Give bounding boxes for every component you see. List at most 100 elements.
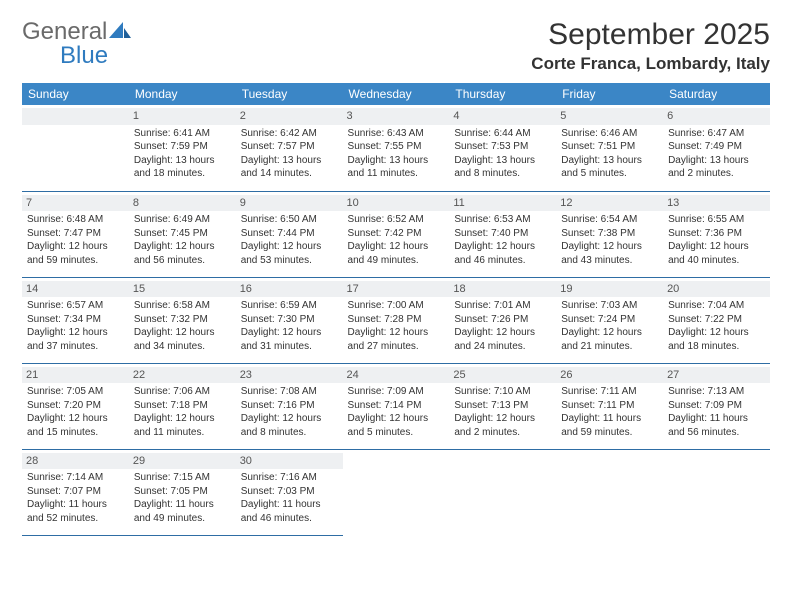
day-info: Sunrise: 7:08 AMSunset: 7:16 PMDaylight:… [241, 385, 338, 439]
day-info-line: Daylight: 12 hours and 46 minutes. [454, 240, 551, 267]
day-info-line: Sunset: 7:40 PM [454, 227, 551, 241]
day-info-line: Daylight: 11 hours and 56 minutes. [668, 412, 765, 439]
day-info: Sunrise: 6:49 AMSunset: 7:45 PMDaylight:… [134, 213, 231, 267]
day-info-line: Daylight: 12 hours and 15 minutes. [27, 412, 124, 439]
day-info-line: Daylight: 12 hours and 8 minutes. [241, 412, 338, 439]
day-number [449, 453, 556, 470]
day-info-line: Sunset: 7:16 PM [241, 399, 338, 413]
day-info-line: Sunrise: 6:52 AM [348, 213, 445, 227]
page-subtitle: Corte Franca, Lombardy, Italy [531, 54, 770, 74]
day-number: 11 [449, 195, 556, 212]
day-number: 23 [236, 367, 343, 384]
calendar-day-cell [556, 449, 663, 535]
day-number: 3 [343, 108, 450, 125]
calendar-week-row: 1 Sunrise: 6:41 AMSunset: 7:59 PM Daylight… [22, 105, 770, 191]
day-info-line: Sunset: 7:44 PM [241, 227, 338, 241]
weekday-header: Sunday [22, 83, 129, 105]
day-info-line: Sunrise: 7:14 AM [27, 471, 124, 485]
day-number: 6 [663, 108, 770, 125]
day-info-line: Sunset: 7:18 PM [134, 399, 231, 413]
day-info-line: Sunrise: 6:53 AM [454, 213, 551, 227]
calendar-day-cell: 11Sunrise: 6:53 AMSunset: 7:40 PMDayligh… [449, 191, 556, 277]
day-info-line: Sunrise: 6:41 AM [134, 127, 231, 141]
day-number: 14 [22, 281, 129, 298]
day-info-line: Sunrise: 7:09 AM [348, 385, 445, 399]
day-info: Sunrise: 6:58 AMSunset: 7:32 PMDaylight:… [134, 299, 231, 353]
day-info: Sunrise: 7:13 AMSunset: 7:09 PMDaylight:… [668, 385, 765, 439]
day-info-line: Sunset: 7:13 PM [454, 399, 551, 413]
calendar-week-row: 21Sunrise: 7:05 AMSunset: 7:20 PMDayligh… [22, 363, 770, 449]
day-info-line: Daylight: 12 hours and 2 minutes. [454, 412, 551, 439]
day-info-line: Daylight: 12 hours and 59 minutes. [27, 240, 124, 267]
day-info-line: Sunset: 7:59 PM [134, 140, 231, 154]
day-info-line: Sunrise: 7:16 AM [241, 471, 338, 485]
title-block: September 2025 Corte Franca, Lombardy, I… [531, 18, 770, 74]
day-info-line: Daylight: 12 hours and 37 minutes. [27, 326, 124, 353]
day-info-line: Sunset: 7:22 PM [668, 313, 765, 327]
brand-line1: General [22, 18, 107, 45]
day-info-line: Daylight: 13 hours and 8 minutes. [454, 154, 551, 181]
day-info-line: Daylight: 12 hours and 11 minutes. [134, 412, 231, 439]
day-info: Sunrise: 6:52 AMSunset: 7:42 PMDaylight:… [348, 213, 445, 267]
day-info-line: Daylight: 13 hours and 14 minutes. [241, 154, 338, 181]
calendar-day-cell: 3 Sunrise: 6:43 AMSunset: 7:55 PMDaylight… [343, 105, 450, 191]
day-info-line: Sunrise: 6:59 AM [241, 299, 338, 313]
day-number: 1 [129, 108, 236, 125]
day-info-line: Sunset: 7:47 PM [27, 227, 124, 241]
day-info: Sunrise: 7:10 AMSunset: 7:13 PMDaylight:… [454, 385, 551, 439]
calendar-day-cell: 20Sunrise: 7:04 AMSunset: 7:22 PMDayligh… [663, 277, 770, 363]
day-number: 2 [236, 108, 343, 125]
day-info: Sunrise: 6:53 AMSunset: 7:40 PMDaylight:… [454, 213, 551, 267]
day-number [556, 453, 663, 470]
day-info: Sunrise: 6:43 AMSunset: 7:55 PMDaylight:… [348, 127, 445, 181]
day-info-line: Sunset: 7:32 PM [134, 313, 231, 327]
calendar-day-cell [449, 449, 556, 535]
day-info-line: Sunset: 7:05 PM [134, 485, 231, 499]
day-info-line: Sunset: 7:55 PM [348, 140, 445, 154]
calendar-day-cell [22, 105, 129, 191]
day-info-line: Sunrise: 7:01 AM [454, 299, 551, 313]
calendar-day-cell: 23Sunrise: 7:08 AMSunset: 7:16 PMDayligh… [236, 363, 343, 449]
calendar-day-cell: 26Sunrise: 7:11 AMSunset: 7:11 PMDayligh… [556, 363, 663, 449]
day-number: 22 [129, 367, 236, 384]
calendar-day-cell: 29Sunrise: 7:15 AMSunset: 7:05 PMDayligh… [129, 449, 236, 535]
day-info-line: Sunrise: 7:05 AM [27, 385, 124, 399]
day-number: 4 [449, 108, 556, 125]
day-number: 18 [449, 281, 556, 298]
day-info-line: Sunset: 7:34 PM [27, 313, 124, 327]
page-title: September 2025 [531, 18, 770, 52]
calendar-day-cell: 22Sunrise: 7:06 AMSunset: 7:18 PMDayligh… [129, 363, 236, 449]
day-info-line: Daylight: 11 hours and 46 minutes. [241, 498, 338, 525]
day-info-line: Daylight: 12 hours and 53 minutes. [241, 240, 338, 267]
day-info-line: Daylight: 12 hours and 34 minutes. [134, 326, 231, 353]
calendar-day-cell: 9Sunrise: 6:50 AMSunset: 7:44 PMDaylight… [236, 191, 343, 277]
day-number: 19 [556, 281, 663, 298]
day-info-line: Daylight: 12 hours and 5 minutes. [348, 412, 445, 439]
day-info-line: Sunset: 7:09 PM [668, 399, 765, 413]
day-info-line: Sunrise: 6:48 AM [27, 213, 124, 227]
day-info: Sunrise: 7:09 AMSunset: 7:14 PMDaylight:… [348, 385, 445, 439]
day-info-line: Daylight: 13 hours and 5 minutes. [561, 154, 658, 181]
day-info-line: Sunrise: 7:08 AM [241, 385, 338, 399]
day-info-line: Sunrise: 6:42 AM [241, 127, 338, 141]
day-info: Sunrise: 6:55 AMSunset: 7:36 PMDaylight:… [668, 213, 765, 267]
day-info-line: Daylight: 11 hours and 59 minutes. [561, 412, 658, 439]
day-number: 20 [663, 281, 770, 298]
day-info: Sunrise: 6:44 AMSunset: 7:53 PMDaylight:… [454, 127, 551, 181]
weekday-header: Monday [129, 83, 236, 105]
day-info-line: Daylight: 13 hours and 11 minutes. [348, 154, 445, 181]
calendar-day-cell: 28Sunrise: 7:14 AMSunset: 7:07 PMDayligh… [22, 449, 129, 535]
day-info-line: Sunrise: 6:49 AM [134, 213, 231, 227]
day-number: 16 [236, 281, 343, 298]
day-info: Sunrise: 7:11 AMSunset: 7:11 PMDaylight:… [561, 385, 658, 439]
day-info-line: Sunset: 7:36 PM [668, 227, 765, 241]
day-number: 5 [556, 108, 663, 125]
day-info-line: Sunset: 7:49 PM [668, 140, 765, 154]
day-info-line: Sunrise: 7:06 AM [134, 385, 231, 399]
day-number: 29 [129, 453, 236, 470]
day-info-line: Sunset: 7:26 PM [454, 313, 551, 327]
day-info-line: Sunset: 7:28 PM [348, 313, 445, 327]
day-info-line: Sunrise: 7:10 AM [454, 385, 551, 399]
day-number: 21 [22, 367, 129, 384]
day-number: 17 [343, 281, 450, 298]
